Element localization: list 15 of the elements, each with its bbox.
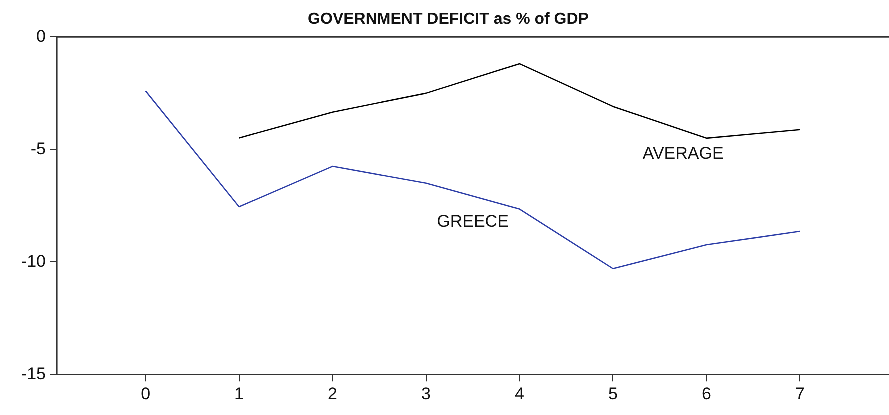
- x-tick-label: 5: [608, 384, 618, 404]
- chart-title: GOVERNMENT DEFICIT as % of GDP: [308, 11, 590, 28]
- x-tick-label: 0: [141, 384, 151, 404]
- y-tick-label: 0: [36, 26, 46, 46]
- x-tick-label: 6: [702, 384, 712, 404]
- y-tick-label: -10: [21, 252, 46, 271]
- series-label: GREECE: [437, 212, 509, 232]
- series-label: AVERAGE: [642, 144, 724, 164]
- y-tick-label: -15: [21, 364, 46, 384]
- x-tick-label: 7: [795, 384, 805, 404]
- y-tick-label: -5: [30, 139, 46, 158]
- x-tick-label: 3: [422, 384, 431, 404]
- x-tick-label: 4: [515, 384, 524, 404]
- x-tick-label: 2: [328, 384, 338, 404]
- x-tick-label: 1: [234, 384, 244, 404]
